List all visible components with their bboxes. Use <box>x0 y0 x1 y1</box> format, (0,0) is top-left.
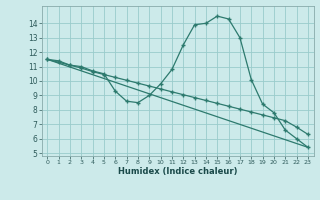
X-axis label: Humidex (Indice chaleur): Humidex (Indice chaleur) <box>118 167 237 176</box>
